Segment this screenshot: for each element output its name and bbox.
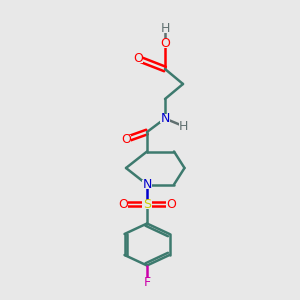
Text: O: O [160, 37, 170, 50]
Text: N: N [160, 112, 170, 125]
FancyBboxPatch shape [142, 278, 152, 286]
FancyBboxPatch shape [133, 54, 143, 63]
Text: O: O [121, 133, 131, 146]
FancyBboxPatch shape [179, 122, 187, 130]
FancyBboxPatch shape [166, 200, 176, 208]
FancyBboxPatch shape [160, 39, 170, 48]
Text: S: S [143, 197, 151, 211]
Text: O: O [133, 52, 143, 65]
Text: H: H [178, 119, 188, 133]
Text: N: N [142, 178, 152, 191]
Text: O: O [166, 197, 176, 211]
FancyBboxPatch shape [142, 200, 152, 208]
FancyBboxPatch shape [160, 114, 170, 123]
Text: H: H [160, 22, 170, 35]
FancyBboxPatch shape [160, 24, 169, 33]
Text: O: O [118, 197, 128, 211]
FancyBboxPatch shape [118, 200, 128, 208]
FancyBboxPatch shape [121, 135, 131, 144]
Text: F: F [143, 275, 151, 289]
FancyBboxPatch shape [142, 180, 152, 189]
